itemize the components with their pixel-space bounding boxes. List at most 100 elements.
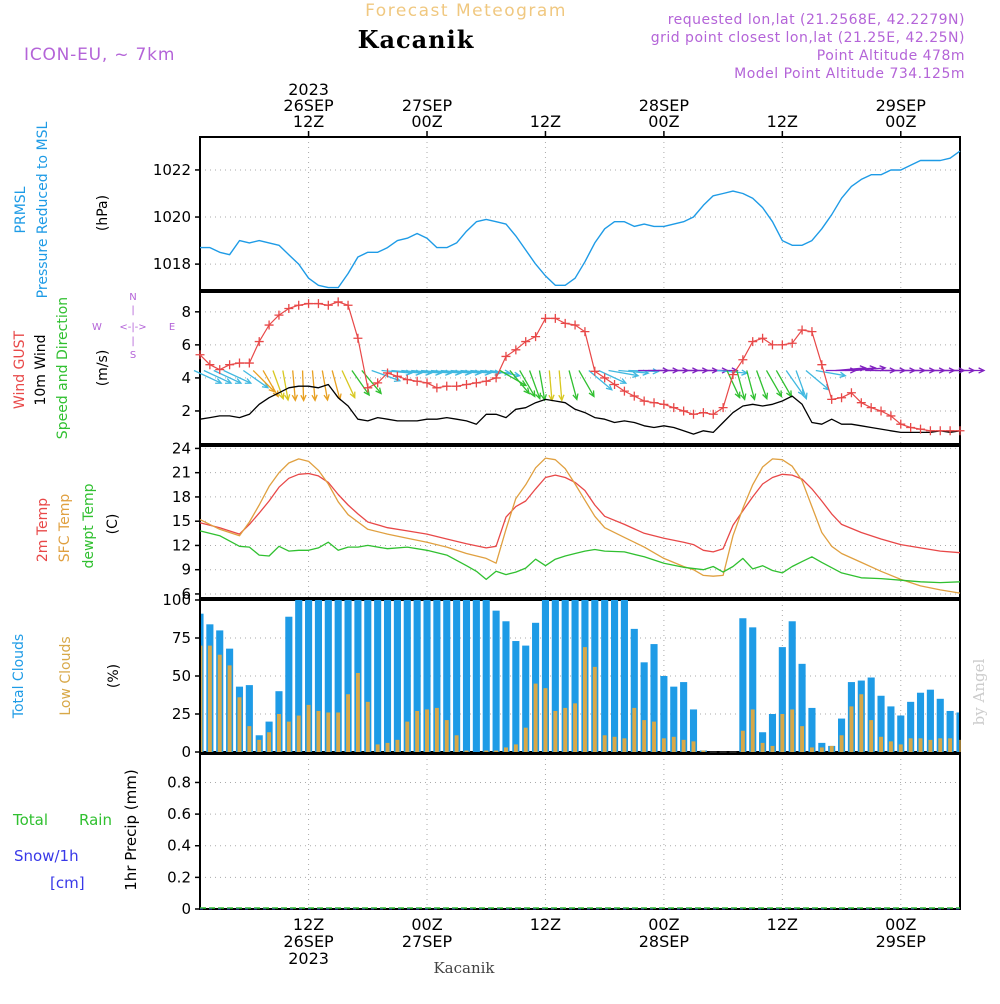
total-cloud-bar [334, 600, 342, 752]
gust-marker [264, 320, 274, 330]
precip-total-label: Total [12, 811, 48, 829]
gust-marker [856, 398, 866, 408]
gust-marker [531, 332, 541, 342]
low-cloud-bar [671, 736, 676, 752]
low-cloud-bar [444, 720, 449, 752]
gust-marker [896, 419, 906, 429]
low-cloud-bar [306, 704, 311, 752]
wind-arrow [282, 370, 291, 402]
wind-arrow [746, 370, 757, 401]
gust-marker [758, 333, 768, 343]
gust-marker [777, 340, 787, 350]
low-cloud-bar [346, 694, 351, 752]
y-tick-label: 12 [172, 536, 191, 554]
header-title: Forecast Meteogram [365, 1, 567, 21]
gust-marker [827, 394, 837, 404]
time-label-bottom: 27SEP [402, 932, 453, 951]
low-cloud-bar [434, 707, 439, 752]
pressure-label-1: PRMSL [13, 186, 29, 233]
y-tick-label: 18 [172, 488, 191, 506]
low-cloud-bar [691, 741, 696, 752]
total-cloud-bar [897, 715, 905, 752]
low-cloud-bar [839, 735, 844, 752]
temp-2m-line [199, 472, 961, 554]
low-cloud-bar [355, 672, 360, 752]
total-cloud-bar [245, 685, 253, 752]
wind-arrow [252, 370, 276, 393]
total-cloud-bar [364, 600, 372, 752]
time-label-bottom: 28SEP [639, 932, 690, 951]
gust-marker [945, 426, 955, 436]
precip-cm-label: [cm] [50, 874, 85, 892]
low-cloud-bar [543, 688, 548, 752]
precip-rain-label: Rain [79, 811, 112, 829]
pressure-label-2: Pressure Reduced to MSL [35, 121, 51, 298]
gust-marker [846, 388, 856, 398]
total-cloud-bar [739, 618, 747, 752]
gust-marker [669, 403, 679, 413]
total-cloud-bar [946, 710, 954, 752]
low-cloud-bar [227, 665, 232, 752]
panel-frame [199, 291, 961, 445]
gust-marker [629, 391, 639, 401]
wind-arrow [736, 370, 747, 401]
gust-marker [215, 365, 225, 375]
gust-marker [402, 375, 412, 385]
total-cloud-bar [482, 600, 490, 752]
total-cloud-bar [512, 641, 520, 752]
gust-marker [689, 409, 699, 419]
clouds-total-label: Total Clouds [11, 634, 27, 719]
low-cloud-bar [898, 744, 903, 752]
y-tick-label: 8 [181, 303, 191, 321]
total-cloud-bar [295, 600, 303, 752]
total-cloud-bar [453, 600, 461, 752]
low-cloud-bar [642, 720, 647, 752]
wind-arrow [203, 369, 233, 384]
low-cloud-bar [484, 750, 489, 752]
gust-marker [392, 371, 402, 381]
y-tick-label: 0 [181, 900, 191, 918]
gust-marker [925, 426, 935, 436]
low-cloud-bar [582, 647, 587, 752]
total-cloud-bar [759, 732, 767, 752]
wind-arrow [351, 370, 370, 397]
gust-marker [748, 337, 758, 347]
low-cloud-bar [829, 745, 834, 752]
header-grid: grid point closest lon,lat (21.25E, 42.2… [651, 30, 965, 46]
pressure-line [200, 150, 961, 289]
wind-arrow [598, 369, 628, 384]
header-point-alt: Point Altitude 478m [817, 48, 965, 64]
time-label-bottom: 12Z [293, 915, 324, 934]
low-cloud-bar [286, 721, 291, 752]
gust-marker [501, 351, 511, 361]
plot-layer [193, 150, 986, 910]
gust-marker [353, 333, 363, 343]
wind-arrow [765, 370, 783, 398]
gust-marker [698, 408, 708, 418]
wind-arrow [568, 370, 579, 401]
gust-marker [817, 360, 827, 370]
low-cloud-bar [800, 726, 805, 752]
footer-location: Kacanik [433, 959, 495, 977]
low-cloud-bar [533, 683, 538, 752]
low-cloud-bar [888, 741, 893, 752]
time-label-top: 26SEP [283, 96, 334, 115]
gust-marker [481, 376, 491, 386]
wind-arrow [291, 370, 299, 402]
y-tick-label: 4 [181, 369, 191, 387]
low-cloud-bar [928, 739, 933, 752]
wind-arrow [193, 369, 223, 384]
low-cloud-bar [375, 744, 380, 752]
wind-10m-label: 10m Wind [33, 334, 49, 405]
wind-arrow [499, 369, 528, 387]
time-label-top: 00Z [648, 112, 679, 131]
wind-arrow [341, 370, 356, 400]
axes-layer: 1018102010222468691215182124025507510000… [153, 80, 961, 968]
compass-n: N [129, 292, 136, 303]
temp-unit: (C) [105, 514, 121, 535]
gust-marker [570, 320, 580, 330]
wind-10m-line [199, 383, 961, 435]
time-label-top: 29SEP [876, 96, 927, 115]
low-cloud-bar [869, 720, 874, 752]
gust-marker [471, 378, 481, 388]
